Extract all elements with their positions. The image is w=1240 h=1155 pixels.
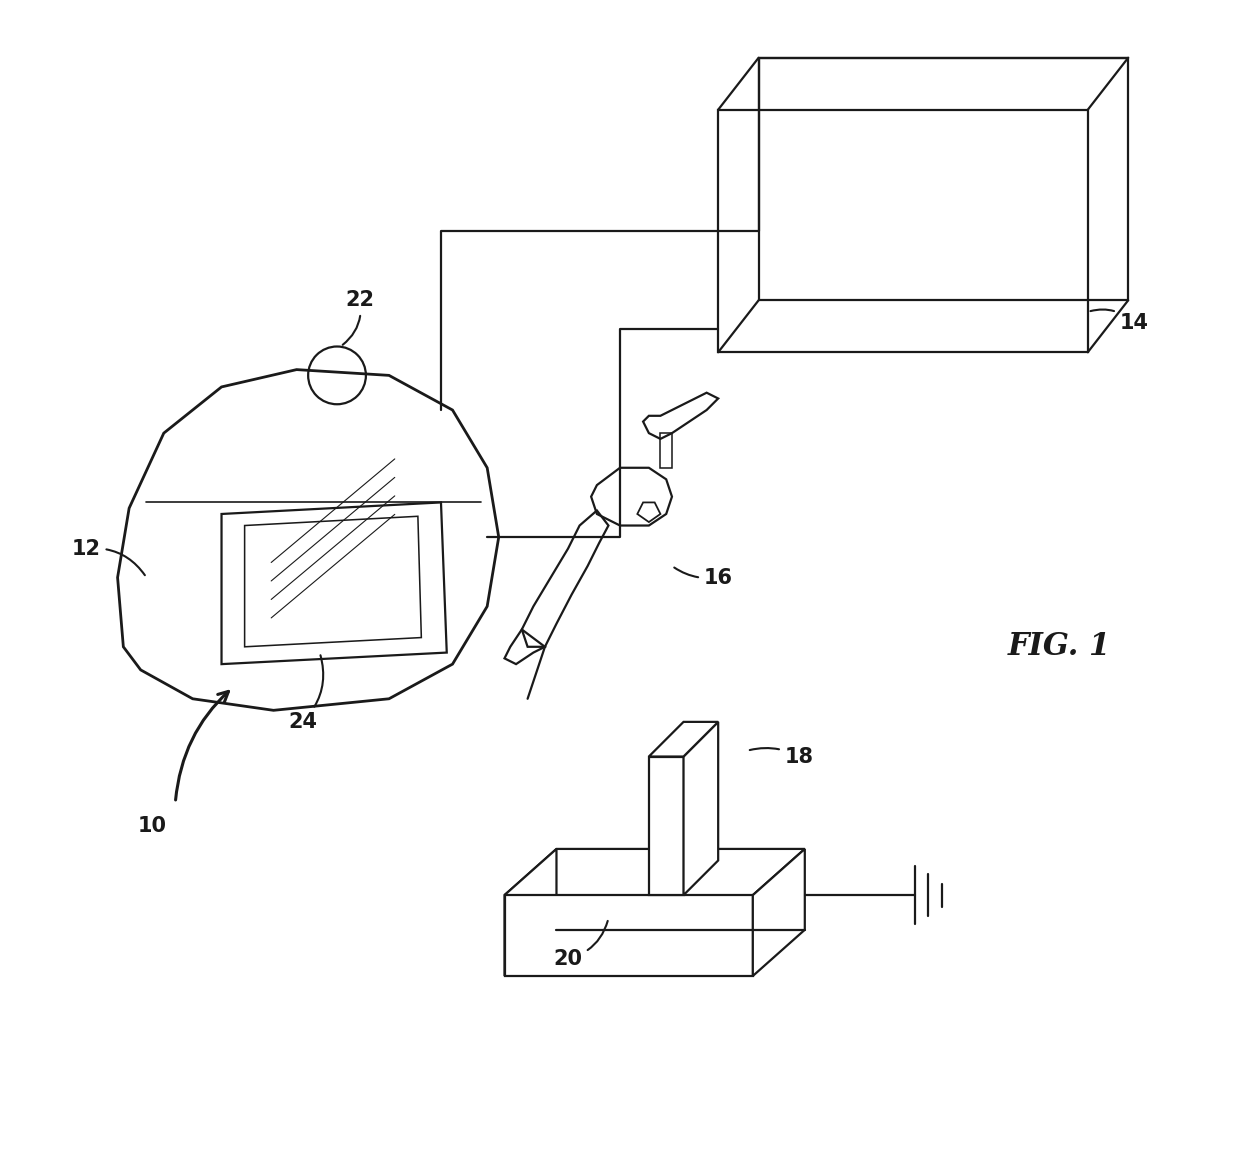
Polygon shape: [505, 849, 557, 976]
Text: 10: 10: [138, 815, 166, 836]
Bar: [759, 58, 1128, 300]
Text: 14: 14: [1090, 310, 1148, 334]
Polygon shape: [649, 722, 718, 757]
Polygon shape: [753, 849, 805, 976]
Polygon shape: [649, 757, 683, 895]
Text: 18: 18: [750, 746, 813, 767]
Polygon shape: [683, 722, 718, 895]
Text: 20: 20: [553, 921, 608, 969]
Text: 24: 24: [288, 655, 324, 732]
Text: 22: 22: [342, 290, 374, 345]
Bar: [718, 110, 1087, 352]
Text: FIG. 1: FIG. 1: [1007, 632, 1111, 662]
Polygon shape: [505, 895, 753, 976]
Text: 16: 16: [675, 567, 733, 588]
Polygon shape: [505, 849, 805, 895]
Text: 12: 12: [72, 538, 145, 575]
